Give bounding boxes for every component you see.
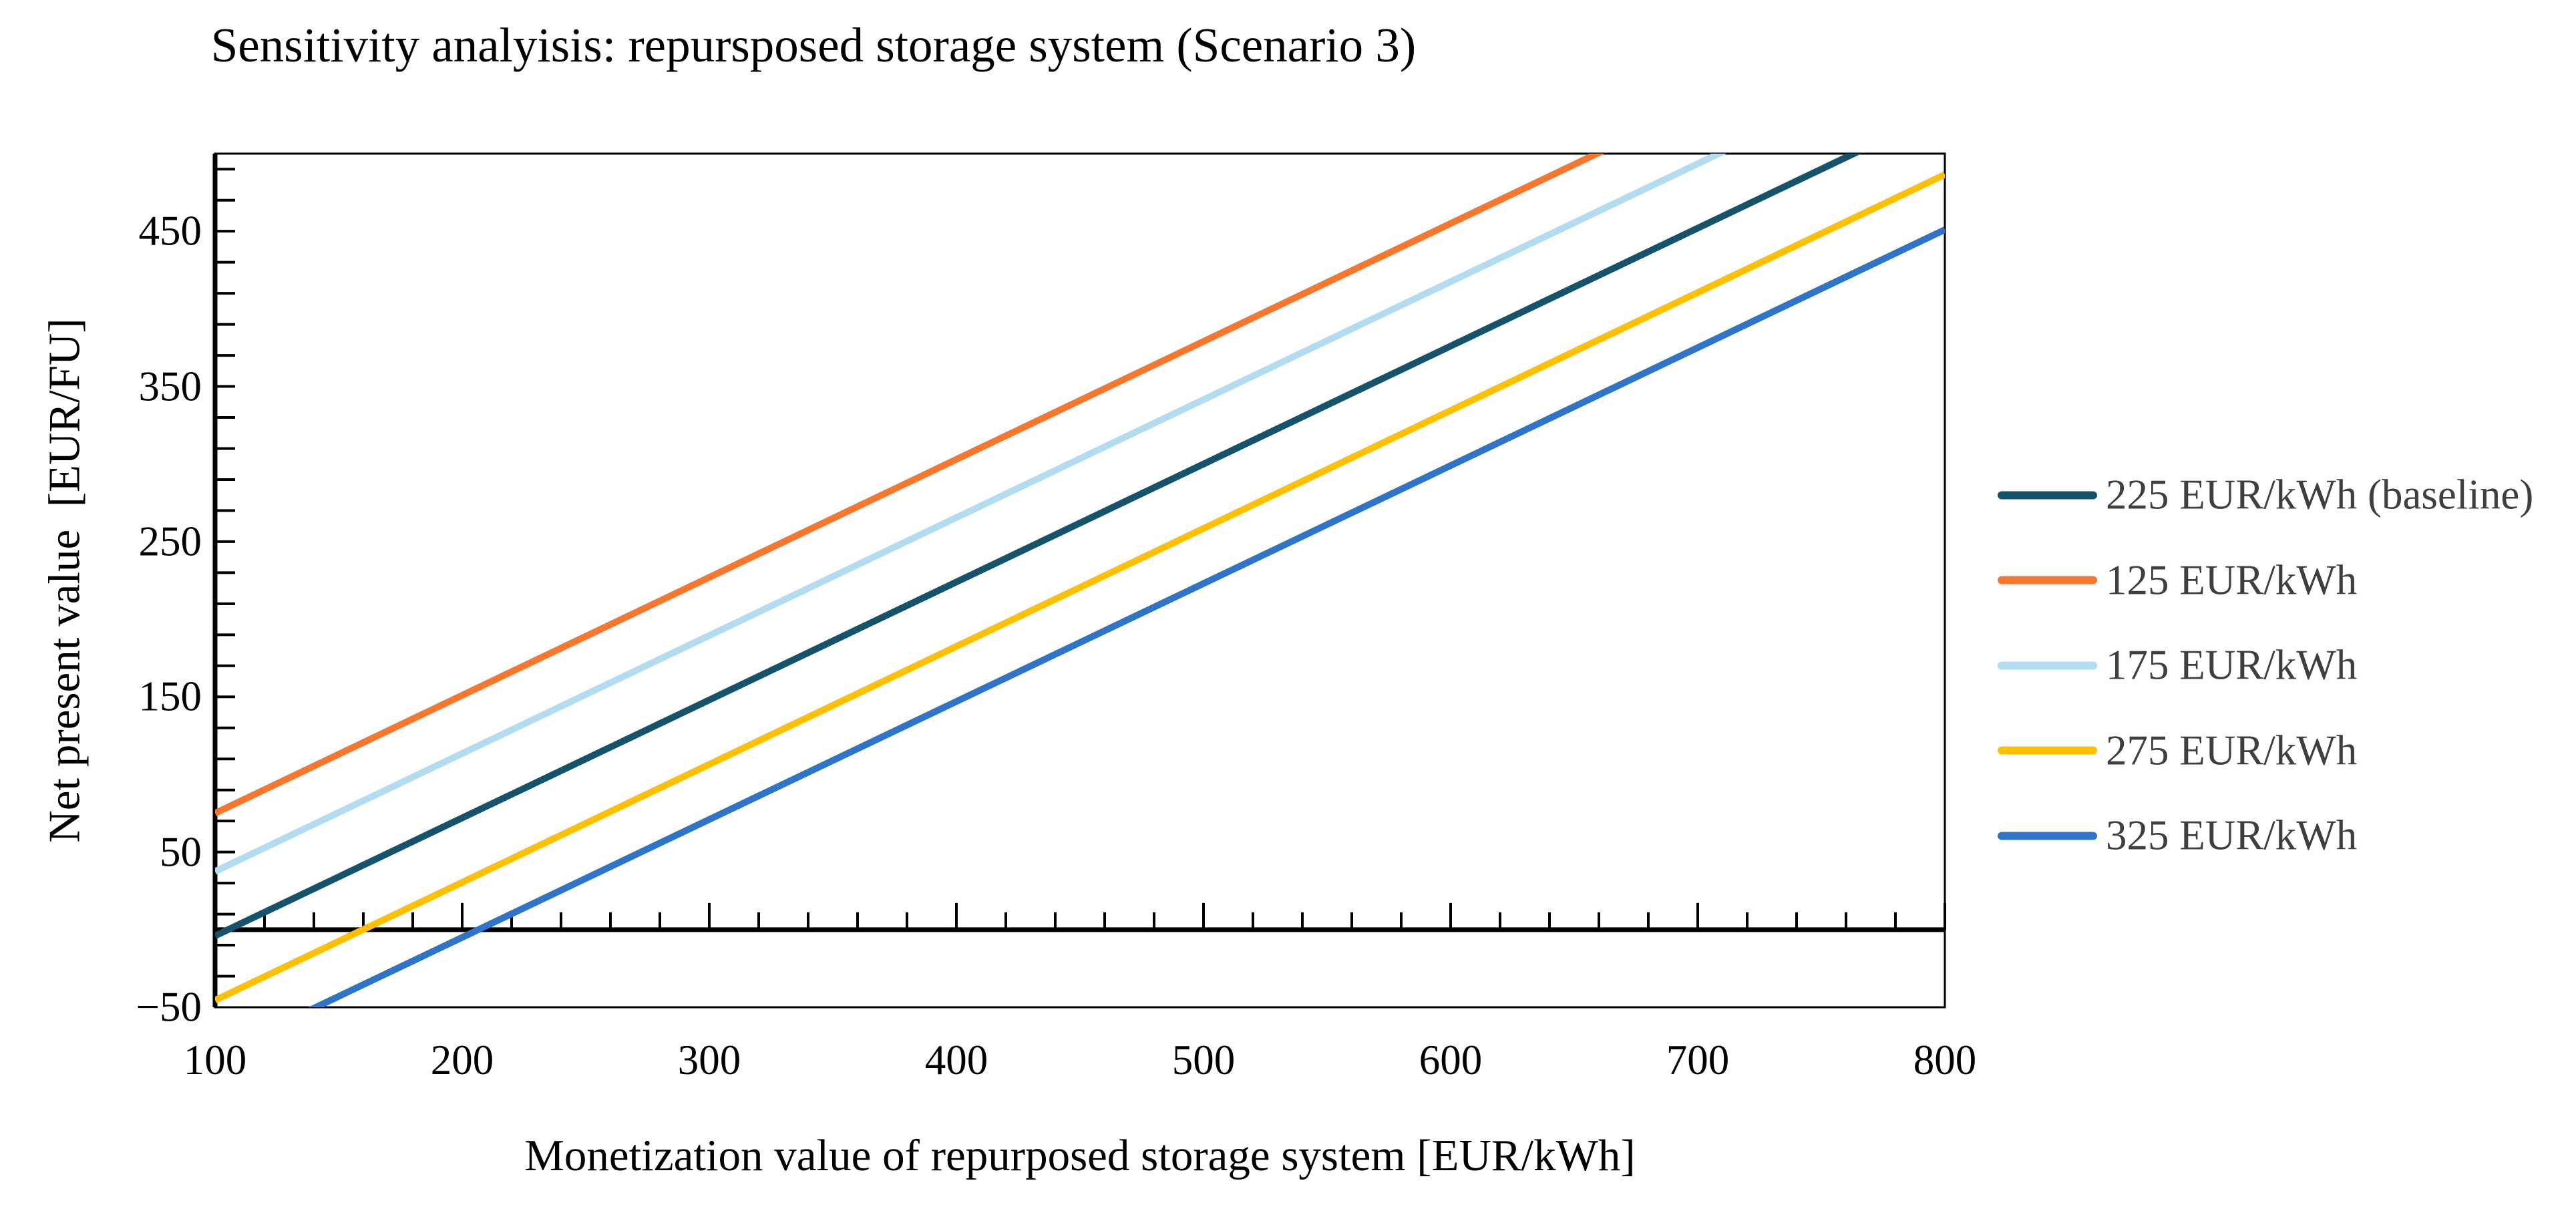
y-axis-title: Net present value [EUR/FU] [39,318,89,843]
y-tick-label: 150 [138,673,202,720]
x-tick-label: 500 [1171,1037,1236,1083]
series-line-4 [308,226,1945,1007]
legend-label: 175 EUR/kWh [2106,641,2358,689]
legend-label: 275 EUR/kWh [2106,727,2358,773]
legend-line-swatch [1998,832,2097,840]
y-tick-label: 250 [138,518,202,565]
x-axis-title: Monetization value of repurposed storage… [524,1131,1636,1180]
x-tick-label: 800 [1913,1037,1977,1083]
x-tick-label: 300 [677,1037,741,1083]
x-tick-label: 100 [183,1037,247,1083]
y-tick-label: 350 [138,363,202,410]
y-tick-label: 450 [138,207,202,254]
legend-label: 325 EUR/kWh [2106,812,2358,859]
x-tick-label: 400 [924,1037,988,1083]
y-tick-label: −50 [136,983,202,1031]
x-tick-label: 600 [1419,1037,1483,1083]
legend-line-swatch [1998,491,2097,499]
legend-line-swatch [1998,746,2097,755]
legend-line-swatch [1998,661,2097,669]
legend-label: 225 EUR/kWh (baseline) [2106,471,2534,518]
series-line-3 [215,171,1945,1004]
legend-item: 125 EUR/kWh [1998,559,2357,601]
legend-item: 175 EUR/kWh [1998,641,2358,689]
x-tick-label: 700 [1666,1037,1730,1083]
legend-item: 325 EUR/kWh [1998,812,2358,859]
legend-line-swatch [1998,576,2097,584]
legend-item: 225 EUR/kWh (baseline) [1998,474,2533,516]
x-tick-label: 200 [430,1037,494,1083]
legend-label: 125 EUR/kWh [2106,556,2358,603]
y-tick-label: 50 [160,828,202,876]
series-line-1 [215,154,1605,817]
chart-title: Sensitivity analyisis: repursposed stora… [210,18,1417,72]
series-line-2 [215,154,1727,875]
series-line-0 [215,154,1862,939]
legend-item: 275 EUR/kWh [1998,729,2357,771]
